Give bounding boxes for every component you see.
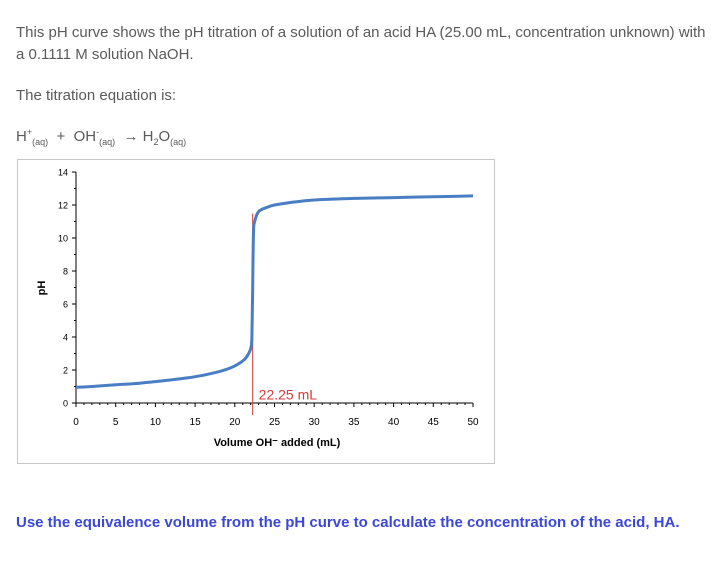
x-tick-label: 5 xyxy=(113,417,119,428)
equation-label: The titration equation is: xyxy=(16,87,177,104)
y-tick-label: 4 xyxy=(63,333,68,343)
x-tick-label: 50 xyxy=(467,417,479,428)
x-tick-label: 45 xyxy=(428,417,440,428)
reaction-arrow: → xyxy=(123,128,139,145)
x-tick-label: 40 xyxy=(388,417,400,428)
x-tick-label: 35 xyxy=(348,417,360,428)
oh-ion: OH-(aq) xyxy=(73,127,116,147)
water-product: H2O(aq) xyxy=(142,128,187,147)
x-tick-label: 15 xyxy=(190,417,202,428)
y-tick-label: 0 xyxy=(63,399,68,409)
x-tick-label: 20 xyxy=(229,417,241,428)
y-tick-label: 8 xyxy=(63,267,68,277)
y-tick-label: 14 xyxy=(58,168,68,178)
y-axis-label: pH xyxy=(36,281,48,296)
question-text: Use the equivalence volume from the pH c… xyxy=(16,514,680,531)
x-axis-label: Volume OH⁻ added (mL) xyxy=(214,437,341,449)
chart-svg: pH Volume OH⁻ added (mL) 0 2 4 6 8 10 12 14 0 5 10… xyxy=(36,168,479,450)
y-tick-label: 2 xyxy=(63,366,68,376)
intro-text: This pH curve shows the pH titration of … xyxy=(16,24,706,63)
x-tick-label: 0 xyxy=(73,417,79,428)
y-tick-label: 10 xyxy=(58,234,68,244)
h-ion: H+(aq) xyxy=(16,127,49,147)
ph-curve-chart: pH Volume OH⁻ added (mL) 0 2 4 6 8 10 12 14 0 5 10… xyxy=(17,159,495,464)
equivalence-label: 22.25 mL xyxy=(259,387,318,403)
titration-equation: H+(aq) + OH-(aq) → H2O(aq) xyxy=(16,121,186,153)
ph-curve-line xyxy=(75,194,474,389)
y-tick-label: 12 xyxy=(58,201,68,211)
x-tick-label: 25 xyxy=(269,417,281,428)
y-tick-label: 6 xyxy=(63,300,68,310)
x-tick-label: 10 xyxy=(150,417,162,428)
x-tick-label: 30 xyxy=(309,417,321,428)
plus-sign: + xyxy=(56,128,66,145)
